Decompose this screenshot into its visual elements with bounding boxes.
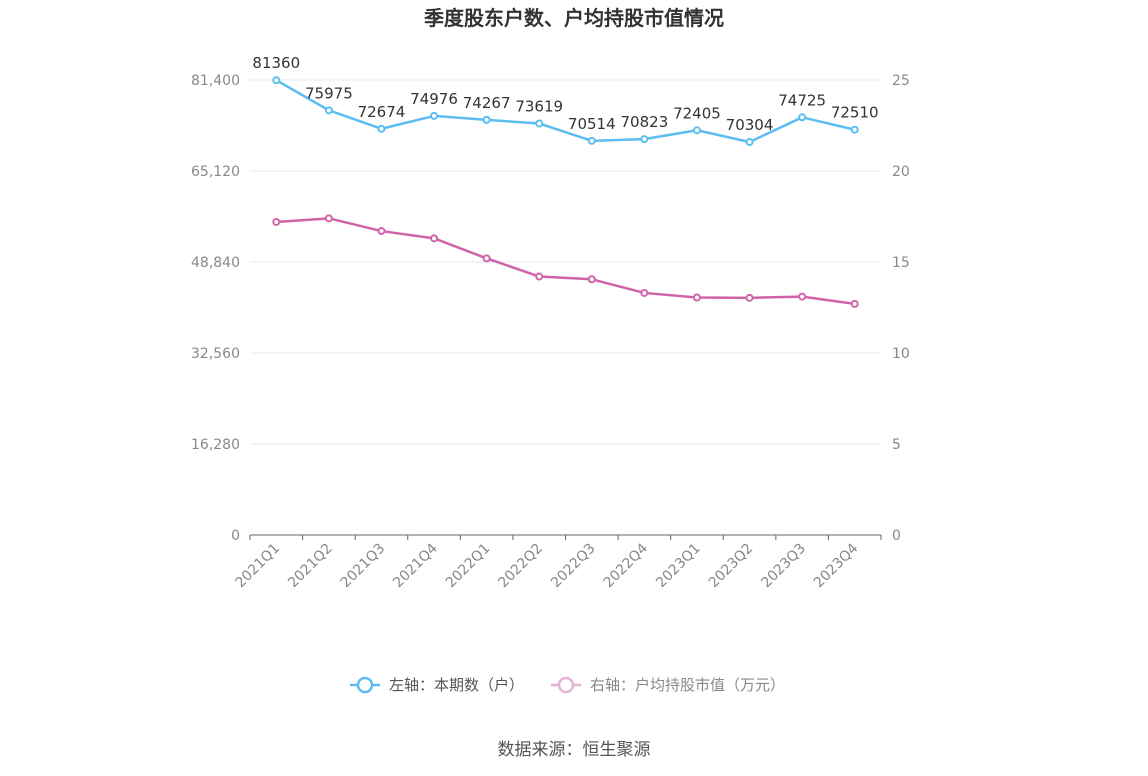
data-label: 73619 [515, 97, 563, 115]
left-axis-ticks: 0 16,280 32,560 48,840 65,120 81,400 [191, 73, 240, 544]
x-axis-ticks: 2021Q1 2021Q2 2021Q3 2021Q4 2022Q1 2022Q2 2022… [233, 540, 862, 591]
x-tick-label: 2021Q2 [285, 541, 336, 592]
x-tick-label: 2023Q1 [653, 541, 704, 592]
x-tick-label: 2023Q2 [706, 541, 757, 592]
x-tick-label: 2021Q1 [233, 541, 284, 592]
series-point-1 [324, 106, 333, 115]
legend-label: 左轴：本期数（户） [389, 676, 524, 694]
x-tick-label: 2023Q3 [758, 541, 809, 592]
x-tick-label: 2021Q3 [338, 541, 389, 592]
data-label: 70304 [726, 116, 774, 134]
left-tick-label: 81,400 [191, 73, 240, 89]
left-tick-label: 65,120 [191, 164, 240, 180]
data-label: 74725 [778, 91, 826, 109]
series-point-1 [482, 115, 491, 124]
data-label: 74976 [410, 90, 458, 108]
left-tick-label: 48,840 [191, 255, 240, 271]
series-point-2 [640, 288, 649, 297]
x-tick-label: 2022Q4 [601, 540, 652, 591]
series-point-1 [587, 136, 596, 145]
right-axis-ticks: 0 5 10 15 20 25 [892, 73, 910, 544]
x-tick-label: 2022Q3 [548, 541, 599, 592]
data-label: 75975 [305, 84, 353, 102]
series-point-2 [482, 254, 491, 263]
series-point-2 [850, 299, 859, 308]
data-label: 72510 [831, 104, 879, 122]
data-label: 70514 [568, 115, 616, 133]
legend-item-2[interactable]: 右轴：户均持股市值（万元） [551, 676, 785, 694]
series-point-2 [324, 214, 333, 223]
left-tick-label: 16,280 [191, 437, 240, 453]
x-tick-label: 2022Q2 [495, 541, 546, 592]
x-tick-label: 2021Q4 [390, 540, 441, 591]
x-tick-label: 2023Q4 [811, 540, 862, 591]
series-point-1 [272, 76, 281, 85]
data-label: 72674 [358, 103, 406, 121]
series-point-1 [798, 113, 807, 122]
right-tick-label: 5 [892, 437, 901, 453]
series-point-2 [272, 217, 281, 226]
series-point-1 [430, 111, 439, 120]
right-tick-label: 20 [892, 164, 910, 180]
series-point-1 [640, 135, 649, 144]
right-tick-label: 10 [892, 346, 910, 362]
series-point-2 [745, 293, 754, 302]
series-point-1 [692, 126, 701, 135]
source-note: 数据来源：恒生聚源 [498, 740, 651, 760]
left-tick-label: 32,560 [191, 346, 240, 362]
data-label: 72405 [673, 104, 721, 122]
series-point-2 [798, 292, 807, 301]
legend-label: 右轴：户均持股市值（万元） [590, 676, 785, 694]
series-point-2 [430, 234, 439, 243]
series-point-2 [587, 275, 596, 284]
right-tick-label: 0 [892, 528, 901, 544]
series-point-1 [535, 119, 544, 128]
legend-swatch-marker [356, 676, 374, 694]
series-point-1 [377, 124, 386, 133]
series-point-1 [745, 138, 754, 147]
left-tick-label: 0 [231, 528, 240, 544]
series-point-1 [850, 125, 859, 134]
series-line-2 [276, 217, 855, 306]
series-point-2 [377, 227, 386, 236]
right-tick-label: 15 [892, 255, 910, 271]
data-label: 70823 [621, 113, 669, 131]
chart-title: 季度股东户数、户均持股市值情况 [423, 6, 724, 30]
axes [249, 534, 882, 540]
series-line-1 [275, 79, 855, 144]
right-tick-label: 25 [892, 73, 910, 89]
data-label: 74267 [463, 94, 511, 112]
legend-swatch-marker [557, 676, 575, 694]
series-point-2 [535, 272, 544, 281]
x-tick-label: 2022Q1 [443, 541, 494, 592]
series-point-2 [692, 293, 701, 302]
grid [250, 79, 881, 445]
legend[interactable]: 左轴：本期数（户） 右轴：户均持股市值（万元） [350, 676, 785, 694]
legend-item-1[interactable]: 左轴：本期数（户） [350, 676, 524, 694]
data-label: 81360 [252, 54, 300, 72]
